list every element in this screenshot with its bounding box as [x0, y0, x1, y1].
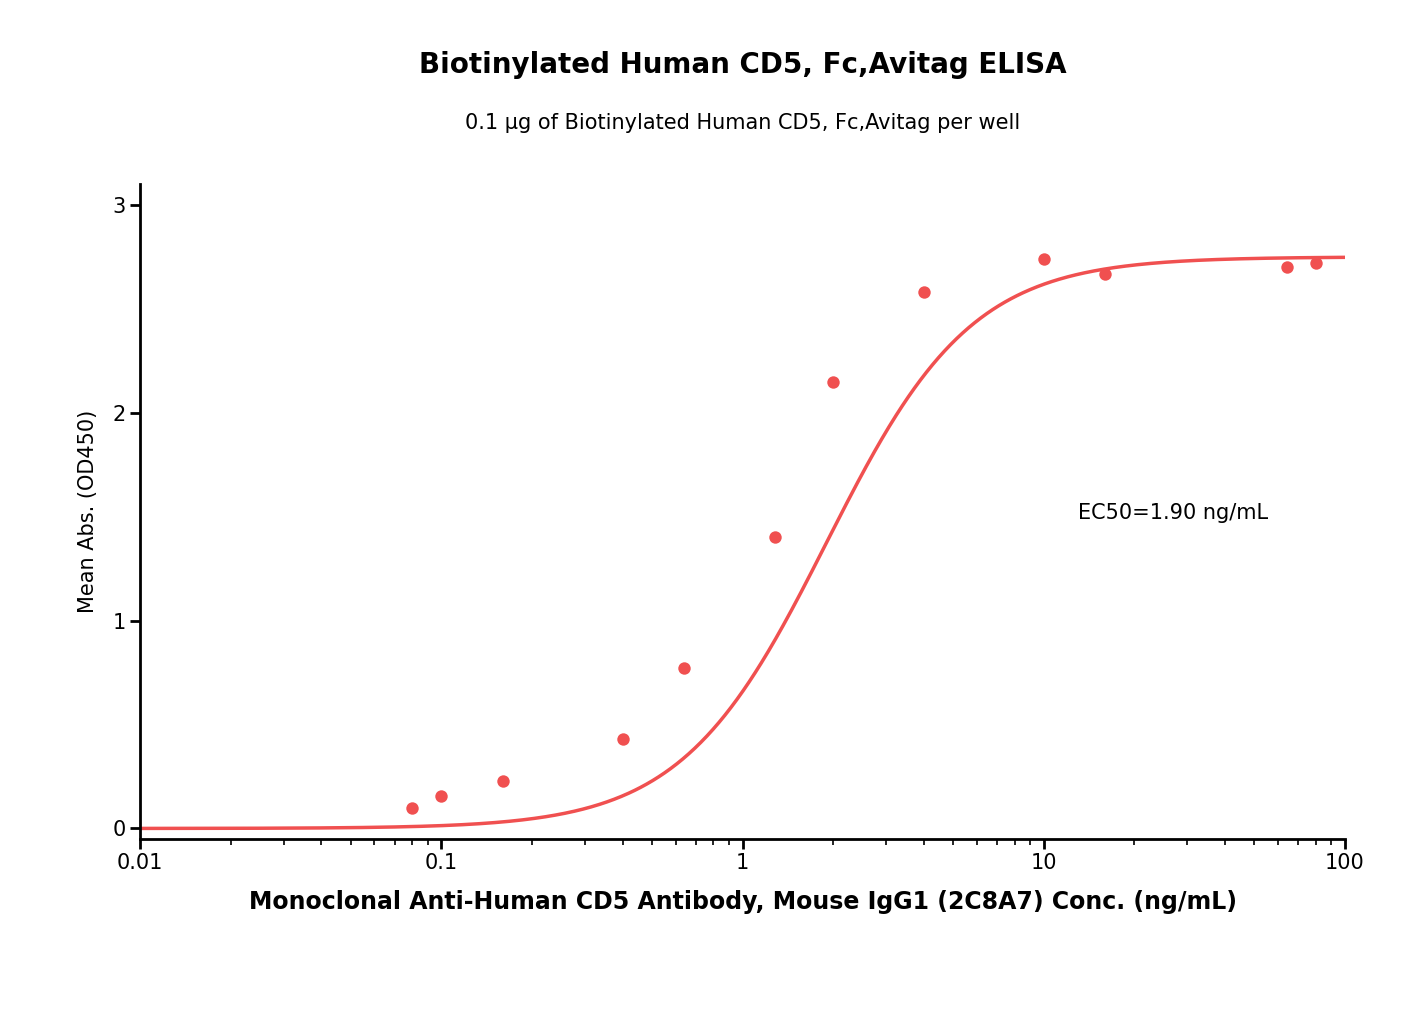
Point: [1304, 255, 1327, 271]
Point: [611, 730, 633, 747]
Point: [430, 788, 453, 804]
Text: EC50=1.90 ng/mL: EC50=1.90 ng/mL: [1077, 502, 1268, 523]
Text: Biotinylated Human CD5, Fc,Avitag ELISA: Biotinylated Human CD5, Fc,Avitag ELISA: [419, 51, 1066, 79]
Point: [822, 373, 845, 390]
Point: [492, 772, 514, 789]
Point: [1275, 259, 1297, 275]
X-axis label: Monoclonal Anti-Human CD5 Antibody, Mouse IgG1 (2C8A7) Conc. (ng/mL): Monoclonal Anti-Human CD5 Antibody, Mous…: [248, 890, 1237, 915]
Y-axis label: Mean Abs. (OD450): Mean Abs. (OD450): [78, 410, 98, 613]
Point: [672, 660, 695, 676]
Point: [912, 284, 934, 301]
Point: [1094, 265, 1117, 281]
Point: [401, 800, 423, 816]
Text: 0.1 μg of Biotinylated Human CD5, Fc,Avitag per well: 0.1 μg of Biotinylated Human CD5, Fc,Avi…: [465, 113, 1020, 133]
Point: [764, 529, 786, 545]
Point: [1033, 251, 1055, 267]
